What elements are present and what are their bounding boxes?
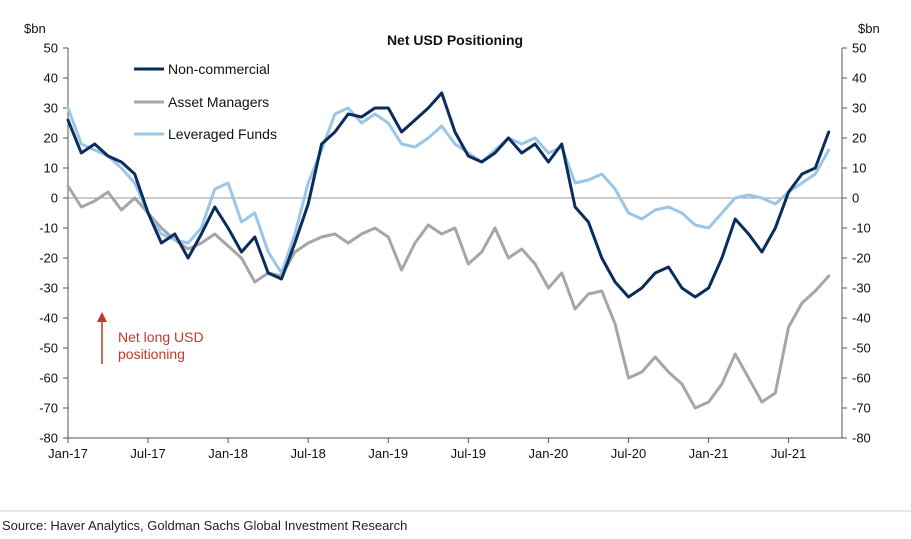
annotation-line-2: positioning [118,346,185,362]
x-tick-label: Jul-17 [130,446,165,461]
y-tick-label-right: 0 [852,191,859,206]
legend-item-leveraged-funds: Leveraged Funds [134,126,277,142]
y-tick-label-left: -60 [39,371,58,386]
y-tick-label-right: 40 [852,71,866,86]
x-tick-label: Jan-18 [208,446,248,461]
y-tick-label-right: -80 [852,431,871,446]
series-line-non-commercial [66,91,831,299]
x-tick-label: Jan-17 [48,446,88,461]
legend: Non-commercial Asset Managers Leveraged … [134,61,277,142]
source-note: Source: Haver Analytics, Goldman Sachs G… [2,518,407,533]
y-tick-label-left: 0 [51,191,58,206]
legend-label-leveraged-funds: Leveraged Funds [168,126,277,142]
x-tick-label: Jul-18 [290,446,325,461]
legend-label-asset-managers: Asset Managers [168,94,269,110]
legend-item-asset-managers: Asset Managers [134,94,269,110]
y-tick-label-left: 20 [44,131,58,146]
y-tick-label-right: -50 [852,341,871,356]
arrow-head-icon [97,312,107,322]
y-tick-label-left: -70 [39,401,58,416]
series-lines [66,91,831,410]
x-tick-label: Jan-19 [368,446,408,461]
x-tick-label: Jul-20 [611,446,646,461]
y-tick-label-left: -30 [39,281,58,296]
y-axis-right: 50 40 30 20 10 0 -10 -20 -30 -40 -50 -60 -70 -80 [841,41,871,446]
net-long-annotation: Net long USD positioning [97,312,204,364]
y-unit-left: $bn [24,21,46,36]
y-tick-label-left: 50 [44,41,58,56]
y-tick-label-right: -60 [852,371,871,386]
y-tick-label-left: 40 [44,71,58,86]
y-tick-label-left: -40 [39,311,58,326]
y-tick-label-left: -50 [39,341,58,356]
y-tick-label-left: -80 [39,431,58,446]
y-tick-label-right: 20 [852,131,866,146]
y-axis-left: 50 40 30 20 10 0 -10 -20 -30 -40 -50 -60 -70 -80 [39,41,69,446]
y-tick-label-right: 10 [852,161,866,176]
x-axis: Jan-17 Jul-17 Jan-18 Jul-18 Jan-19 Jul-19 Jan-… [48,437,842,461]
x-tick-label: Jul-19 [451,446,486,461]
y-tick-label-right: 50 [852,41,866,56]
y-tick-label-left: -10 [39,221,58,236]
chart-title: Net USD Positioning [387,32,523,48]
x-tick-label: Jul-21 [771,446,806,461]
y-tick-label-right: -30 [852,281,871,296]
y-unit-right: $bn [858,21,880,36]
series-line-leveraged-funds [66,106,831,275]
x-tick-label: Jan-20 [529,446,569,461]
annotation-line-1: Net long USD [118,329,204,345]
y-tick-label-right: -70 [852,401,871,416]
y-tick-label-right: -20 [852,251,871,266]
y-tick-label-right: 30 [852,101,866,116]
y-tick-label-left: 10 [44,161,58,176]
legend-item-non-commercial: Non-commercial [134,61,270,77]
y-tick-label-right: -10 [852,221,871,236]
y-tick-label-left: 30 [44,101,58,116]
x-tick-label: Jan-21 [689,446,729,461]
y-tick-label-left: -20 [39,251,58,266]
y-tick-label-right: -40 [852,311,871,326]
legend-label-non-commercial: Non-commercial [168,61,270,77]
